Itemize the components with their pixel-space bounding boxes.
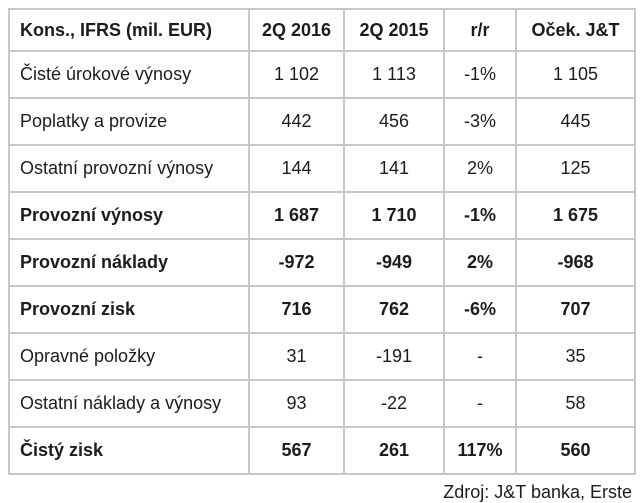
cell-yoy: -3% (443, 97, 517, 146)
cell-2q2015: -191 (343, 332, 445, 381)
row-label: Poplatky a provize (8, 97, 250, 146)
source-note: Zdroj: J&T banka, Erste (443, 482, 632, 502)
cell-yoy: -1% (443, 50, 517, 99)
cell-jt-estimate: 560 (515, 426, 636, 475)
financial-results-table: Kons., IFRS (mil. EUR) 2Q 2016 2Q 2015 r… (8, 8, 636, 475)
cell-yoy: 2% (443, 144, 517, 193)
cell-2q2015: 141 (343, 144, 445, 193)
cell-yoy: - (443, 379, 517, 428)
row-label: Ostatní provozní výnosy (8, 144, 250, 193)
row-label: Provozní náklady (8, 238, 250, 287)
cell-2q2015: 762 (343, 285, 445, 334)
header-cell-2q2016: 2Q 2016 (248, 8, 345, 52)
header-row: Kons., IFRS (mil. EUR) 2Q 2016 2Q 2015 r… (8, 8, 636, 52)
cell-2q2016: 1 102 (248, 50, 345, 99)
cell-2q2016: 716 (248, 285, 345, 334)
cell-2q2015: 261 (343, 426, 445, 475)
cell-2q2016: 567 (248, 426, 345, 475)
header-cell-2q2015: 2Q 2015 (343, 8, 445, 52)
table-row: Opravné položky 31 -191 - 35 (8, 332, 636, 381)
cell-jt-estimate: 445 (515, 97, 636, 146)
header-cell-yoy: r/r (443, 8, 517, 52)
table-row-total: Provozní výnosy 1 687 1 710 -1% 1 675 (8, 191, 636, 240)
cell-2q2015: -949 (343, 238, 445, 287)
row-label: Provozní výnosy (8, 191, 250, 240)
cell-yoy: -1% (443, 191, 517, 240)
row-label: Čisté úrokové výnosy (8, 50, 250, 99)
cell-jt-estimate: 58 (515, 379, 636, 428)
table-row-total: Čistý zisk 567 261 117% 560 (8, 426, 636, 475)
row-label: Opravné položky (8, 332, 250, 381)
row-label: Ostatní náklady a výnosy (8, 379, 250, 428)
cell-2q2016: -972 (248, 238, 345, 287)
table-row: Ostatní provozní výnosy 144 141 2% 125 (8, 144, 636, 193)
cell-2q2016: 144 (248, 144, 345, 193)
cell-jt-estimate: 125 (515, 144, 636, 193)
cell-yoy: 2% (443, 238, 517, 287)
header-cell-metric: Kons., IFRS (mil. EUR) (8, 8, 250, 52)
table-row-total: Provozní zisk 716 762 -6% 707 (8, 285, 636, 334)
table-row-total: Provozní náklady -972 -949 2% -968 (8, 238, 636, 287)
header-cell-jt-estimate: Oček. J&T (515, 8, 636, 52)
cell-yoy: -6% (443, 285, 517, 334)
table-row: Ostatní náklady a výnosy 93 -22 - 58 (8, 379, 636, 428)
cell-jt-estimate: 707 (515, 285, 636, 334)
row-label: Provozní zisk (8, 285, 250, 334)
cell-2q2016: 31 (248, 332, 345, 381)
cell-2q2016: 442 (248, 97, 345, 146)
cell-2q2015: 456 (343, 97, 445, 146)
cell-jt-estimate: 1 105 (515, 50, 636, 99)
cell-2q2015: 1 710 (343, 191, 445, 240)
cell-2q2016: 93 (248, 379, 345, 428)
cell-yoy: - (443, 332, 517, 381)
cell-2q2016: 1 687 (248, 191, 345, 240)
cell-2q2015: 1 113 (343, 50, 445, 99)
table-row: Čisté úrokové výnosy 1 102 1 113 -1% 1 1… (8, 50, 636, 99)
cell-jt-estimate: 1 675 (515, 191, 636, 240)
cell-jt-estimate: -968 (515, 238, 636, 287)
row-label: Čistý zisk (8, 426, 250, 475)
cell-2q2015: -22 (343, 379, 445, 428)
cell-yoy: 117% (443, 426, 517, 475)
cell-jt-estimate: 35 (515, 332, 636, 381)
table-row: Poplatky a provize 442 456 -3% 445 (8, 97, 636, 146)
